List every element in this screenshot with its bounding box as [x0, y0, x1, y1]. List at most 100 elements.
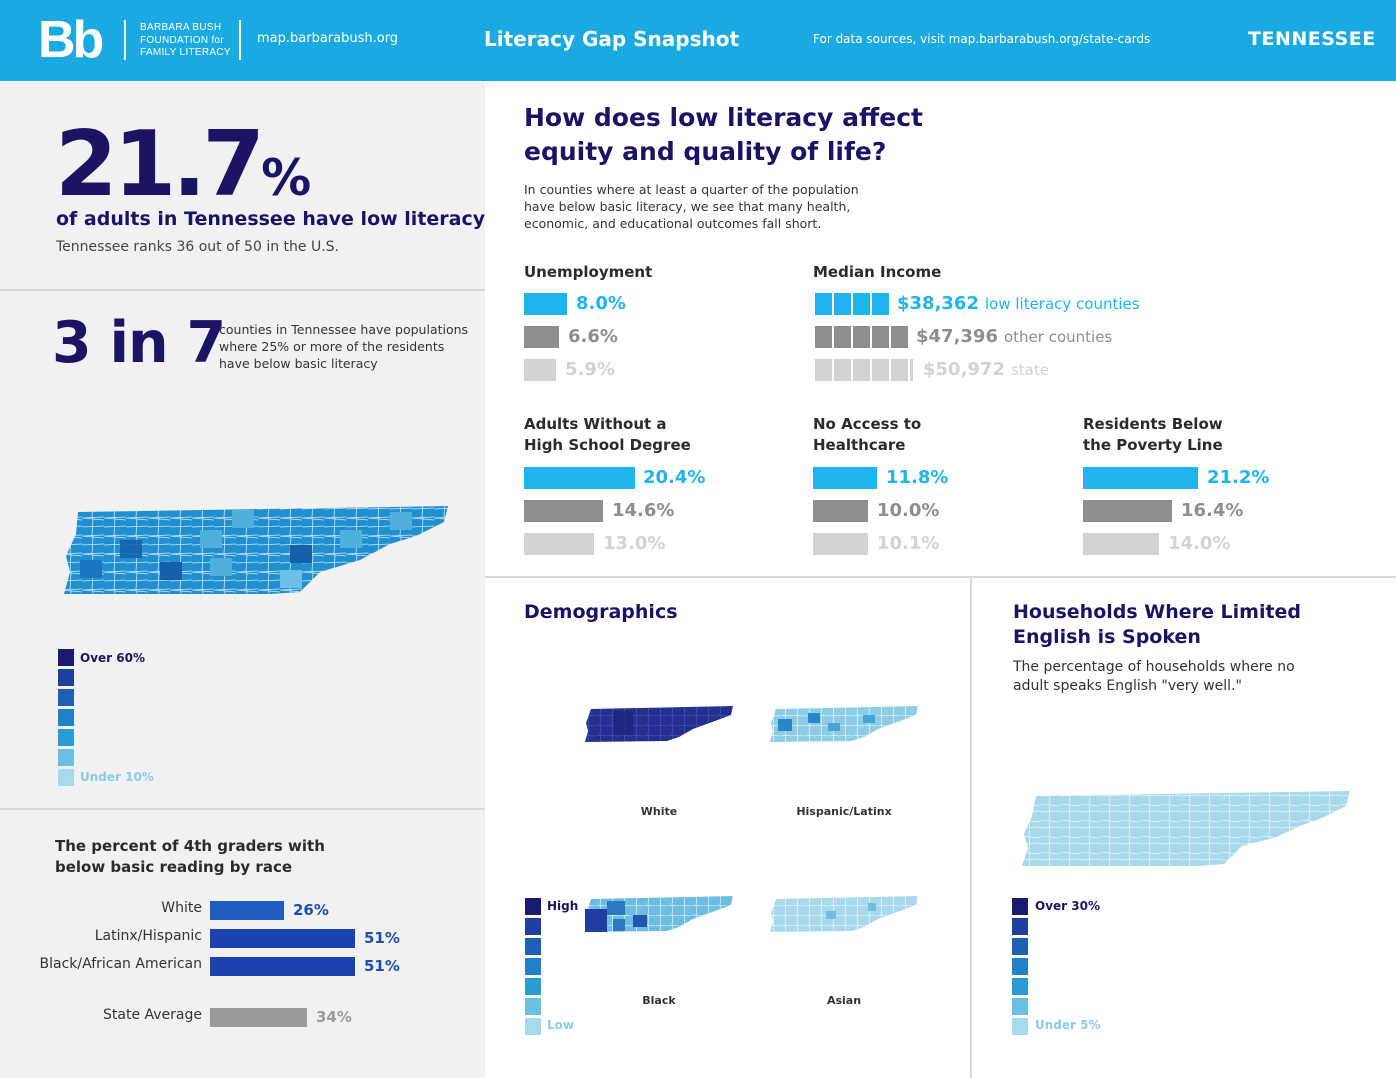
unemployment-value-other: 6.6%: [568, 326, 618, 347]
title-line-1: Households Where Limited: [1013, 601, 1302, 623]
healthcare-heading: No Access to Healthcare: [813, 414, 921, 456]
legend-swatch: [1012, 998, 1028, 1015]
healthcare-bar-low-literacy: [813, 467, 877, 489]
heading-line-1: No Access to: [813, 415, 922, 433]
unemployment-bar-state: [524, 359, 556, 381]
map-hispanic[interactable]: [768, 705, 920, 745]
data-sources-link[interactable]: For data sources, visit map.barbarabush.…: [813, 32, 1151, 46]
map-limited-english[interactable]: [1020, 788, 1352, 870]
income-block: [853, 359, 870, 381]
site-url-link[interactable]: map.barbarabush.org: [257, 31, 399, 46]
race-label-state-average: State Average: [103, 1007, 202, 1023]
unemployment-bar-other: [524, 326, 559, 348]
logo-line-1: BARBARA BUSH: [140, 22, 222, 33]
legend-swatch: [58, 689, 74, 706]
unemployment-bar-low-literacy: [524, 293, 567, 315]
poverty-bar-other: [1083, 500, 1172, 522]
poverty-value-other: 16.4%: [1181, 500, 1244, 521]
income-block-partial: [910, 359, 913, 381]
race-bar-state-average: [210, 1008, 307, 1027]
map-label-black: Black: [642, 994, 676, 1007]
divider: [0, 289, 485, 291]
race-value-white: 26%: [293, 901, 329, 919]
logo-line-2: FOUNDATION for: [140, 34, 225, 46]
income-block: [853, 293, 870, 315]
legend-swatch: [58, 649, 74, 666]
income-block: [853, 326, 870, 348]
healthcare-value-state: 10.1%: [877, 533, 940, 554]
heading-line-2: the Poverty Line: [1083, 436, 1223, 454]
legend-swatch: [1012, 958, 1028, 975]
section-title-equity: How does low literacy affect equity and …: [524, 101, 923, 169]
lep-title: Households Where Limited English is Spok…: [1013, 600, 1301, 650]
poverty-value-state: 14.0%: [1168, 533, 1231, 554]
hs-degree-bar-other: [524, 500, 603, 522]
title-line-2: English is Spoken: [1013, 626, 1201, 648]
unemployment-heading: Unemployment: [524, 263, 653, 281]
title-line-1: How does low literacy affect: [524, 103, 923, 132]
big-number: 21.7: [55, 112, 265, 217]
tennessee-literacy-map[interactable]: [60, 500, 452, 600]
hs-degree-heading: Adults Without a High School Degree: [524, 414, 691, 456]
income-block: [834, 326, 851, 348]
counties-description: counties in Tennessee have populations w…: [219, 322, 469, 371]
legend-swatch: [525, 998, 541, 1015]
legend-swatch: [58, 729, 74, 746]
income-label: low literacy counties: [984, 295, 1140, 313]
map-black[interactable]: [583, 895, 735, 935]
poverty-bar-state: [1083, 533, 1159, 555]
heading-line-1: Adults Without a: [524, 415, 667, 433]
legend-swatch: [525, 978, 541, 995]
state-name: TENNESSEE: [1248, 28, 1376, 50]
race-title-line-1: The percent of 4th graders with: [55, 837, 325, 855]
poverty-heading: Residents Below the Poverty Line: [1083, 414, 1223, 456]
healthcare-value-low-literacy: 11.8%: [886, 467, 949, 488]
hs-degree-value-other: 14.6%: [612, 500, 675, 521]
income-block: [891, 326, 908, 348]
divider: [485, 576, 1396, 578]
legend-swatch: [1012, 978, 1028, 995]
race-label-latinx: Latinx/Hispanic: [94, 928, 202, 944]
income-amount: $47,396: [916, 326, 998, 347]
race-bar-black: [210, 957, 355, 976]
demographics-legend-high: High: [547, 899, 579, 913]
legend-swatch: [58, 769, 74, 786]
hs-degree-bar-low-literacy: [524, 467, 635, 489]
race-title-line-2: below basic reading by race: [55, 858, 293, 876]
logo-line-3: FAMILY LITERACY: [140, 47, 231, 58]
income-block: [815, 326, 832, 348]
income-amount: $50,972: [923, 359, 1005, 380]
title-line-2: equity and quality of life?: [524, 137, 887, 166]
legend-swatch: [525, 938, 541, 955]
low-literacy-percent: 21.7%: [55, 112, 311, 217]
counties-ratio: 3 in 7: [52, 310, 226, 376]
legend-swatch: [1012, 898, 1028, 915]
race-bar-latinx: [210, 929, 355, 948]
heading-line-1: Residents Below: [1083, 415, 1223, 433]
race-label-white: White: [161, 900, 202, 916]
income-value-other: $47,396 other counties: [916, 326, 1112, 347]
legend-swatch: [58, 749, 74, 766]
race-value-latinx: 51%: [364, 929, 400, 947]
income-value-state: $50,972 state: [923, 359, 1049, 380]
map-label-white: White: [640, 805, 678, 818]
divider: [0, 808, 485, 810]
logo-mark[interactable]: Bb: [38, 11, 104, 69]
logo-divider-2: [239, 20, 241, 60]
map-white[interactable]: [583, 705, 735, 745]
race-bar-white: [210, 901, 284, 920]
legend-swatch: [525, 918, 541, 935]
heading-line-2: High School Degree: [524, 436, 691, 454]
low-literacy-caption: of adults in Tennessee have low literacy: [56, 208, 486, 230]
lep-legend-low: Under 5%: [1035, 1018, 1101, 1032]
income-block: [834, 359, 851, 381]
legend-swatch: [1012, 1018, 1028, 1035]
race-chart-title: The percent of 4th graders with below ba…: [55, 836, 325, 878]
map-asian[interactable]: [768, 895, 920, 935]
legend-low-label: Under 10%: [80, 770, 154, 784]
income-block: [815, 359, 832, 381]
demographics-legend: [525, 898, 541, 1038]
income-amount: $38,362: [897, 293, 979, 314]
vertical-divider: [970, 577, 972, 1078]
hs-degree-value-low-literacy: 20.4%: [643, 467, 706, 488]
